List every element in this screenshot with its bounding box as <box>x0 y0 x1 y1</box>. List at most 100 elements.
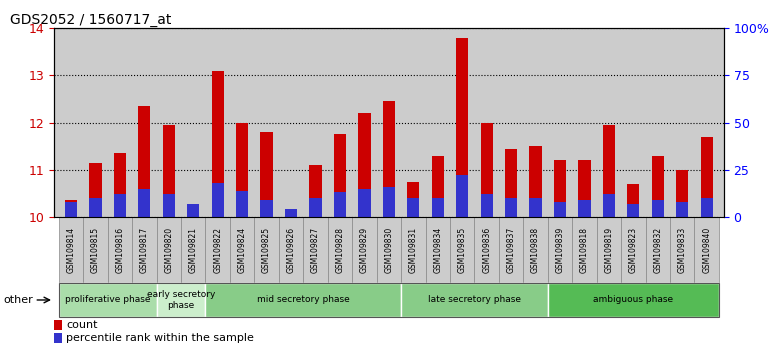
Bar <box>59 283 156 317</box>
Bar <box>676 202 688 217</box>
Bar <box>54 320 62 330</box>
Text: GSM109832: GSM109832 <box>653 227 662 273</box>
Text: GSM109830: GSM109830 <box>384 227 393 273</box>
Text: ambiguous phase: ambiguous phase <box>593 296 674 304</box>
Bar <box>505 198 517 217</box>
Bar <box>578 200 591 217</box>
Bar <box>547 283 719 317</box>
Bar <box>530 198 541 217</box>
Bar <box>236 190 248 217</box>
Text: GSM109833: GSM109833 <box>678 227 687 273</box>
Bar <box>260 200 273 217</box>
Bar <box>187 204 199 217</box>
Bar <box>114 153 126 217</box>
Bar <box>480 122 493 217</box>
Bar <box>432 156 444 217</box>
Bar <box>139 189 150 217</box>
Bar <box>156 283 206 317</box>
Text: GSM109827: GSM109827 <box>311 227 320 273</box>
Bar <box>383 187 395 217</box>
Text: GDS2052 / 1560717_at: GDS2052 / 1560717_at <box>10 13 172 27</box>
Text: GSM109834: GSM109834 <box>434 227 442 273</box>
Text: GSM109817: GSM109817 <box>140 227 149 273</box>
Bar <box>108 217 132 283</box>
Bar <box>206 283 401 317</box>
Bar <box>456 38 468 217</box>
Text: GSM109814: GSM109814 <box>66 227 75 273</box>
Bar <box>701 198 713 217</box>
Bar <box>676 170 688 217</box>
Bar <box>480 194 493 217</box>
Bar <box>212 183 224 217</box>
Bar <box>651 156 664 217</box>
Bar <box>212 71 224 217</box>
Bar <box>456 176 468 217</box>
Bar <box>401 217 426 283</box>
Bar <box>83 217 108 283</box>
Bar <box>701 137 713 217</box>
Bar <box>206 217 230 283</box>
Bar <box>114 194 126 217</box>
Text: proliferative phase: proliferative phase <box>65 296 150 304</box>
Bar <box>254 217 279 283</box>
Text: GSM109826: GSM109826 <box>286 227 296 273</box>
Text: GSM109819: GSM109819 <box>604 227 614 273</box>
Bar <box>695 217 719 283</box>
Text: late secretory phase: late secretory phase <box>428 296 521 304</box>
Bar <box>651 200 664 217</box>
Text: count: count <box>66 320 98 330</box>
Bar <box>162 194 175 217</box>
Bar <box>645 217 670 283</box>
Text: GSM109823: GSM109823 <box>629 227 638 273</box>
Bar <box>597 217 621 283</box>
Text: mid secretory phase: mid secretory phase <box>257 296 350 304</box>
Text: GSM109825: GSM109825 <box>262 227 271 273</box>
Bar <box>432 198 444 217</box>
Bar <box>54 333 62 343</box>
Bar <box>279 217 303 283</box>
Bar <box>450 217 474 283</box>
Bar <box>547 217 572 283</box>
Text: GSM109836: GSM109836 <box>482 227 491 273</box>
Bar <box>310 165 322 217</box>
Bar <box>162 125 175 217</box>
Text: GSM109822: GSM109822 <box>213 227 223 273</box>
Bar <box>530 146 541 217</box>
Bar <box>181 217 206 283</box>
Bar <box>260 132 273 217</box>
Text: GSM109821: GSM109821 <box>189 227 198 273</box>
Text: GSM109837: GSM109837 <box>507 227 516 273</box>
Bar <box>65 200 77 217</box>
Bar <box>628 184 639 217</box>
Text: GSM109838: GSM109838 <box>531 227 540 273</box>
Bar <box>578 160 591 217</box>
Bar <box>628 204 639 217</box>
Bar <box>89 198 102 217</box>
Bar <box>603 125 615 217</box>
Bar <box>524 217 547 283</box>
Bar <box>89 163 102 217</box>
Bar <box>554 202 566 217</box>
Text: GSM109839: GSM109839 <box>555 227 564 273</box>
Bar <box>328 217 352 283</box>
Bar <box>401 283 547 317</box>
Bar <box>132 217 156 283</box>
Text: percentile rank within the sample: percentile rank within the sample <box>66 333 254 343</box>
Bar <box>156 217 181 283</box>
Bar <box>285 212 297 217</box>
Text: GSM109829: GSM109829 <box>360 227 369 273</box>
Bar <box>505 149 517 217</box>
Bar <box>334 193 346 217</box>
Text: early secretory
phase: early secretory phase <box>147 290 216 310</box>
Bar <box>310 198 322 217</box>
Bar <box>139 106 150 217</box>
Bar <box>358 189 370 217</box>
Bar <box>670 217 695 283</box>
Bar <box>187 210 199 217</box>
Text: other: other <box>4 295 34 305</box>
Bar <box>407 198 420 217</box>
Text: GSM109835: GSM109835 <box>457 227 467 273</box>
Bar <box>621 217 645 283</box>
Bar <box>285 210 297 217</box>
Text: GSM109818: GSM109818 <box>580 227 589 273</box>
